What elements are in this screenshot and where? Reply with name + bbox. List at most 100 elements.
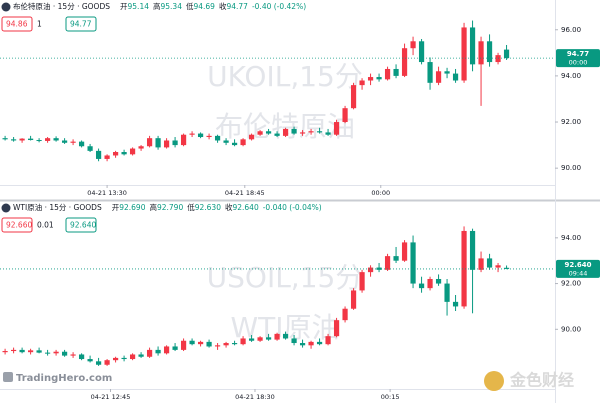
candle-body	[2, 351, 8, 353]
last-price-time: 09:44	[569, 269, 588, 277]
candle-body	[19, 138, 25, 141]
candle-body	[503, 267, 510, 269]
order-box-text: 94.86	[6, 20, 28, 29]
watermark: USOIL,15分	[207, 261, 364, 294]
candle-body	[282, 333, 289, 339]
candle-body	[418, 283, 425, 289]
candle-body	[172, 140, 178, 146]
candle-body	[231, 142, 238, 146]
source-text: 金色财经	[509, 371, 574, 390]
candle-body	[384, 68, 391, 80]
candle-body	[10, 349, 17, 352]
x-tick-label: 04-21 18:45	[225, 189, 265, 197]
ohlc-value: 95.14	[128, 2, 150, 11]
candle-body	[206, 135, 212, 138]
last-price-box	[556, 259, 600, 278]
candle-body	[19, 349, 25, 353]
candle-body	[240, 338, 246, 345]
candle-body	[70, 354, 76, 356]
candle-body	[129, 148, 136, 155]
candle-body	[223, 140, 229, 143]
candle-body	[129, 354, 136, 360]
candle-body	[95, 361, 102, 365]
candle-body	[486, 258, 493, 268]
candle-body	[316, 341, 323, 345]
candle-body	[138, 354, 144, 357]
candle-body	[342, 308, 348, 321]
ohlc-value: 92.630	[195, 203, 221, 212]
candle-body	[257, 337, 263, 341]
candle-body	[95, 150, 102, 159]
logo-icon	[3, 372, 13, 382]
candle-body	[27, 138, 34, 141]
candle-body	[342, 108, 348, 123]
symbol-title: 布伦特原油 · 15分 · GOODS	[13, 1, 110, 11]
candle-body	[248, 338, 255, 341]
candle-body	[376, 77, 382, 80]
candle-body	[10, 139, 17, 141]
ohlc-value: 92.640	[232, 203, 258, 212]
watermark: WTI原油	[230, 311, 339, 344]
candle-body	[44, 138, 51, 141]
candle-body	[333, 122, 340, 135]
candle-body	[214, 135, 221, 141]
ohlc-value: 94.69	[193, 2, 215, 11]
symbol-title: WTI原油 · 15分 · GOODS	[13, 202, 102, 212]
candle-body	[367, 77, 374, 81]
candle-body	[418, 41, 425, 63]
candle-body	[163, 346, 170, 354]
last-price-label: 94.77	[567, 50, 589, 58]
candle-body	[112, 152, 119, 156]
y-tick-label: 94.00	[561, 72, 581, 80]
ohlc-value: 95.34	[161, 2, 183, 11]
candle-body	[121, 152, 127, 155]
watermark: UKOIL,15分	[207, 60, 363, 93]
order-box	[65, 16, 97, 32]
order-box-text: 94.77	[70, 20, 92, 29]
ohlc-change: -0.040 (-0.04%)	[263, 203, 322, 212]
candle-body	[78, 141, 85, 147]
ohlc-label: 低	[187, 202, 195, 212]
header: WTI原油 · 15分 · GOODS 开92.690 高92.790 低92.630…	[13, 202, 322, 212]
last-price-label: 92.640	[564, 261, 591, 269]
candle-body	[265, 131, 272, 134]
candle-body	[104, 155, 110, 159]
candle-body	[486, 41, 493, 63]
candle-body	[427, 62, 433, 83]
candle-body	[461, 230, 467, 307]
candle-body	[410, 41, 416, 49]
candle-body	[325, 336, 331, 345]
candle-body	[53, 351, 59, 354]
candle-body	[350, 290, 357, 309]
candle-body	[376, 267, 382, 270]
candle-body	[138, 146, 144, 149]
candle-body	[291, 338, 297, 344]
symbol-icon	[1, 203, 11, 213]
candle-body	[87, 146, 93, 151]
ohlc-label: 收	[219, 1, 227, 11]
candle-body	[325, 132, 331, 135]
candle-body	[461, 27, 467, 81]
candle-body	[257, 131, 263, 135]
candle-body	[197, 133, 204, 138]
candle-body	[240, 139, 246, 146]
candle-body	[112, 357, 119, 361]
ohlc-change: -0.40 (-0.42%)	[252, 2, 306, 11]
candle-body	[469, 27, 476, 65]
candle-body	[435, 278, 442, 284]
order-box-text: 92.640	[70, 221, 96, 230]
candle-body	[44, 352, 51, 354]
candle-body	[359, 272, 365, 291]
candle-body	[393, 68, 399, 76]
order-box-text: 92.660	[6, 221, 32, 230]
candle-body	[444, 71, 450, 74]
ohlc-value: 94.77	[226, 2, 248, 11]
order-box	[65, 217, 97, 233]
candle-body	[121, 357, 127, 360]
order-box-text: 0.01	[37, 221, 54, 230]
candle-body	[231, 343, 238, 345]
candle-body	[503, 49, 510, 59]
candle-body	[189, 340, 195, 345]
watermark: 布伦特原油	[215, 110, 355, 143]
order-box-text: 1	[37, 20, 42, 29]
